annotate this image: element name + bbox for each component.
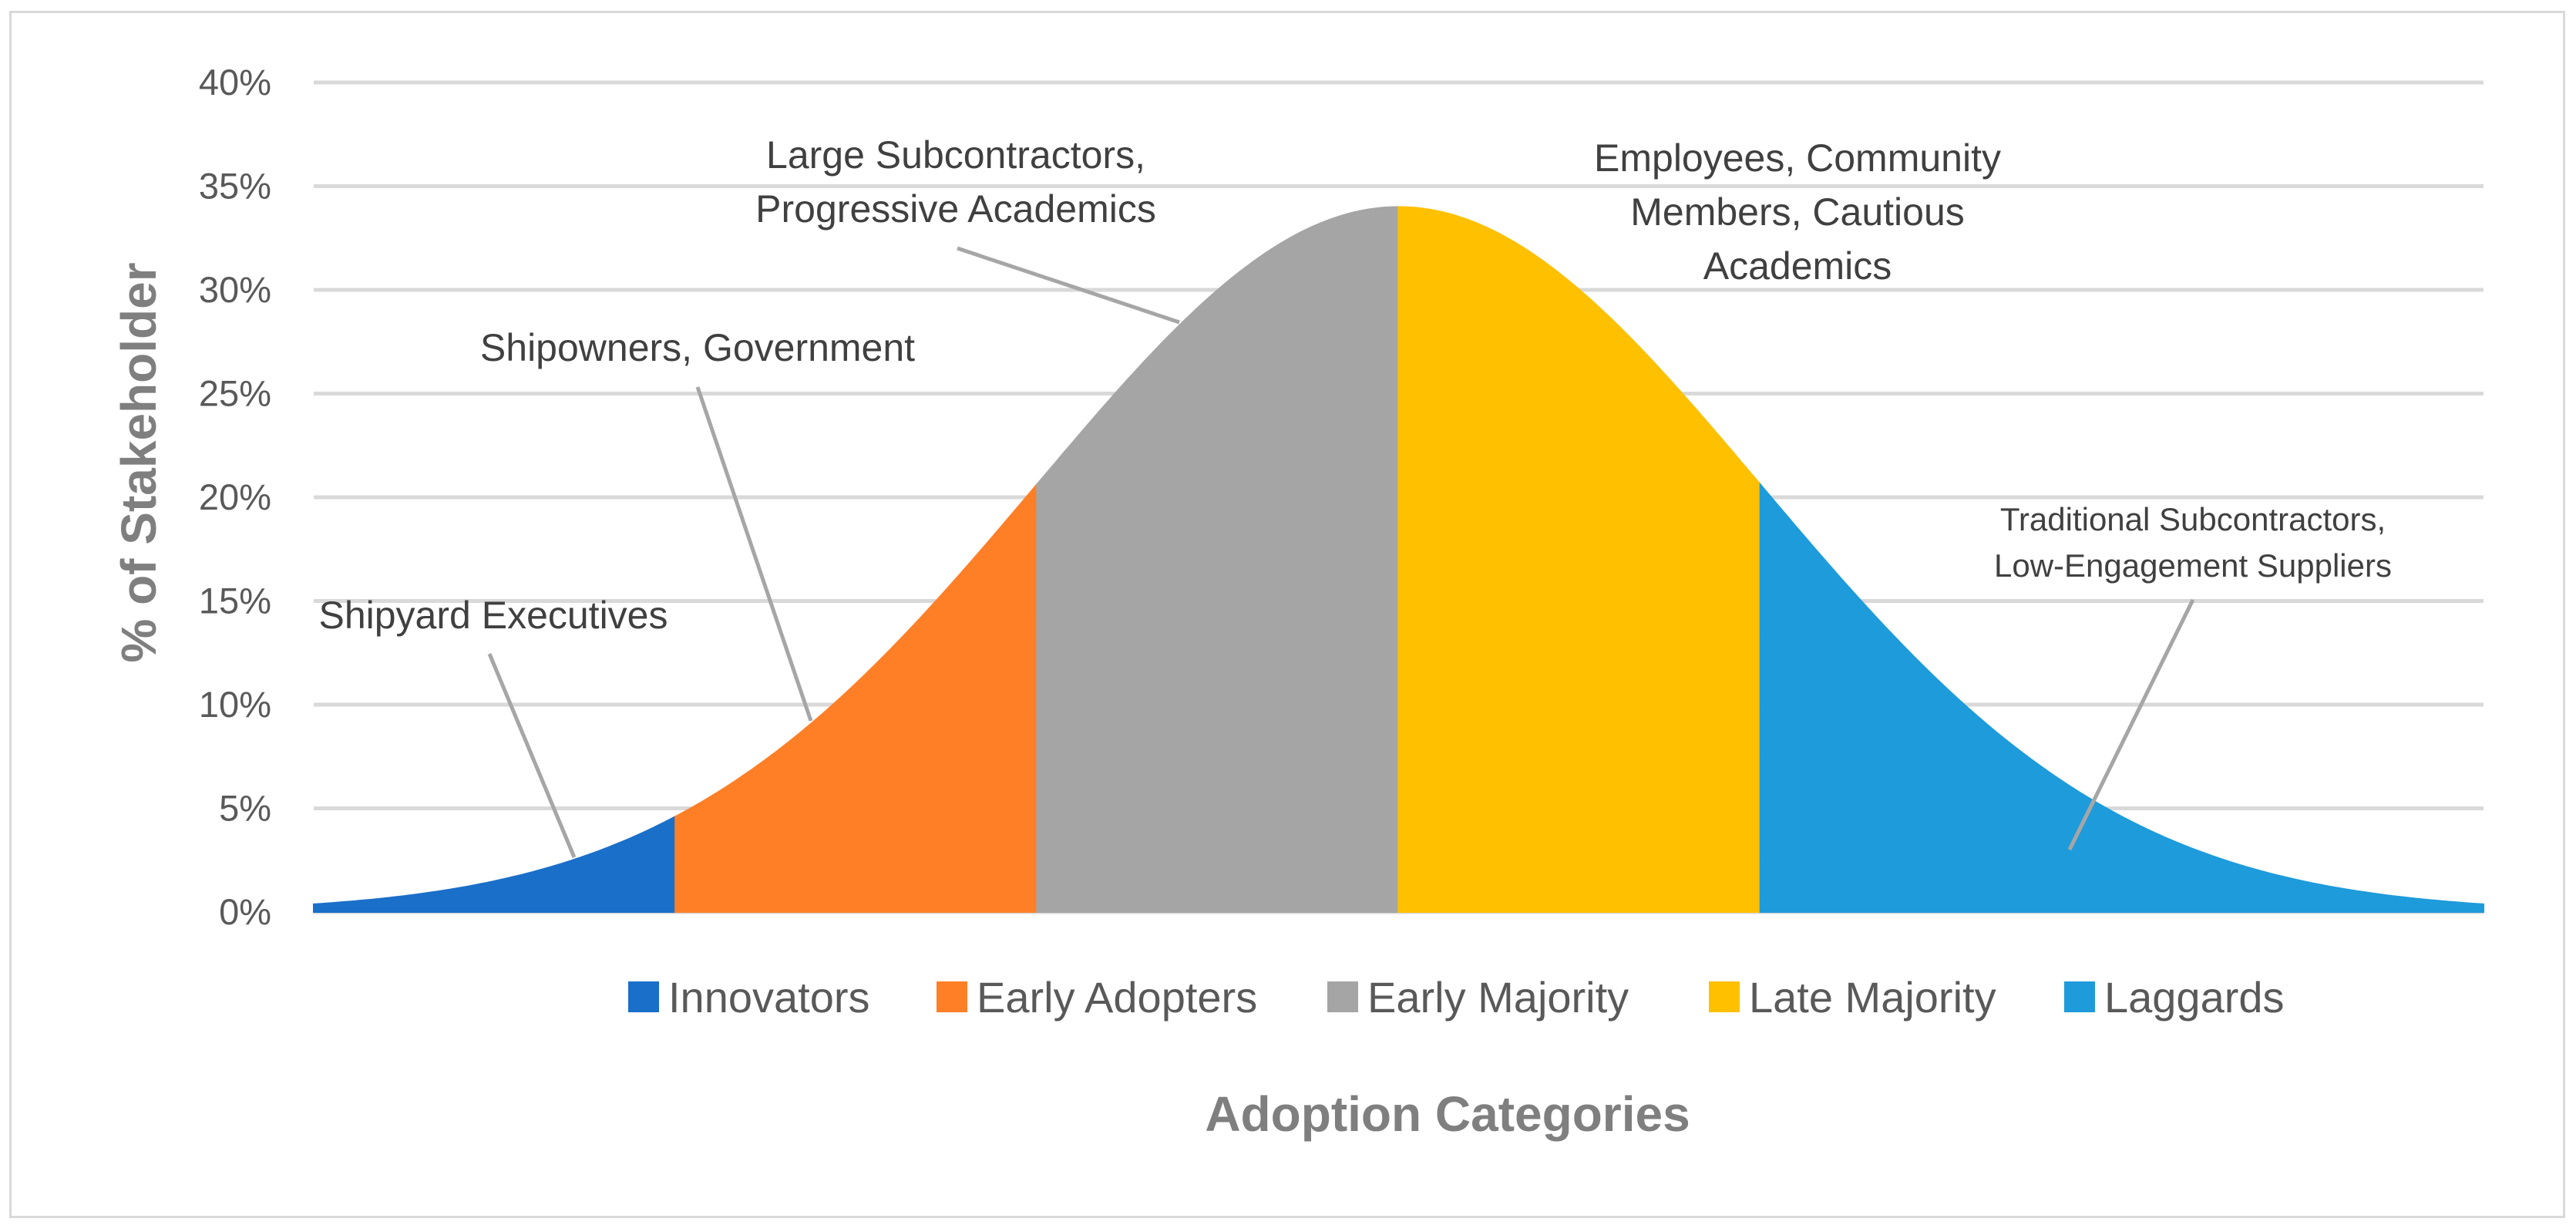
annotation-label: Large Subcontractors, Progressive Academi… bbox=[755, 133, 1156, 231]
annotation-leaders bbox=[487, 246, 2195, 858]
legend: Innovators Early Adopters Early Majority La… bbox=[628, 973, 2285, 1022]
category-areas bbox=[313, 206, 2484, 913]
y-tick-label: 35% bbox=[199, 166, 271, 207]
legend-swatch-early-majority bbox=[1327, 981, 1358, 1012]
area-laggards bbox=[1759, 482, 2484, 913]
y-tick-label: 5% bbox=[219, 788, 271, 829]
y-tick-label: 0% bbox=[219, 891, 271, 932]
legend-label-early-adopters: Early Adopters bbox=[977, 973, 1257, 1022]
y-tick-label: 40% bbox=[199, 62, 271, 103]
y-tick-label: 15% bbox=[199, 581, 271, 621]
x-axis-title: Adoption Categories bbox=[1205, 1086, 1690, 1142]
legend-label-late-majority: Late Majority bbox=[1749, 973, 1996, 1022]
annotations: Shipyard Executives Shipowners, Governmen… bbox=[318, 133, 2392, 637]
legend-swatch-early-adopters bbox=[937, 981, 967, 1012]
annotation-leader-line bbox=[695, 386, 813, 722]
legend-swatch-innovators bbox=[628, 981, 659, 1012]
annotation-label: Employees, Community Members, Cautious Aca… bbox=[1594, 136, 2001, 288]
legend-swatch-laggards bbox=[2064, 981, 2095, 1012]
annotation-label: Shipyard Executives bbox=[318, 594, 668, 637]
y-axis-title: % of Stakeholder bbox=[111, 262, 166, 662]
legend-swatch-late-majority bbox=[1709, 981, 1740, 1012]
legend-label-early-majority: Early Majority bbox=[1367, 973, 1629, 1022]
y-axis-ticks: 0% 5% 10% 15% 20% 25% 30% 35% 40% bbox=[199, 62, 271, 932]
area-early-majority bbox=[1036, 206, 1400, 913]
annotation-leader-line bbox=[2067, 598, 2195, 851]
area-early-adopters bbox=[674, 482, 1038, 913]
annotation-label: Shipowners, Government bbox=[480, 326, 915, 369]
y-tick-label: 10% bbox=[199, 684, 271, 725]
y-tick-label: 20% bbox=[199, 476, 271, 517]
y-tick-label: 25% bbox=[199, 373, 271, 414]
legend-label-innovators: Innovators bbox=[668, 973, 870, 1022]
annotation-leader-line bbox=[487, 653, 577, 858]
area-innovators bbox=[313, 815, 677, 913]
y-tick-label: 30% bbox=[199, 269, 271, 310]
annotation-leader-line bbox=[957, 246, 1180, 325]
area-late-majority bbox=[1397, 206, 1761, 913]
chart-frame bbox=[9, 11, 2565, 1218]
annotation-label: Traditional Subcontractors, Low-Engagemen… bbox=[1994, 501, 2392, 584]
legend-label-laggards: Laggards bbox=[2104, 973, 2285, 1022]
